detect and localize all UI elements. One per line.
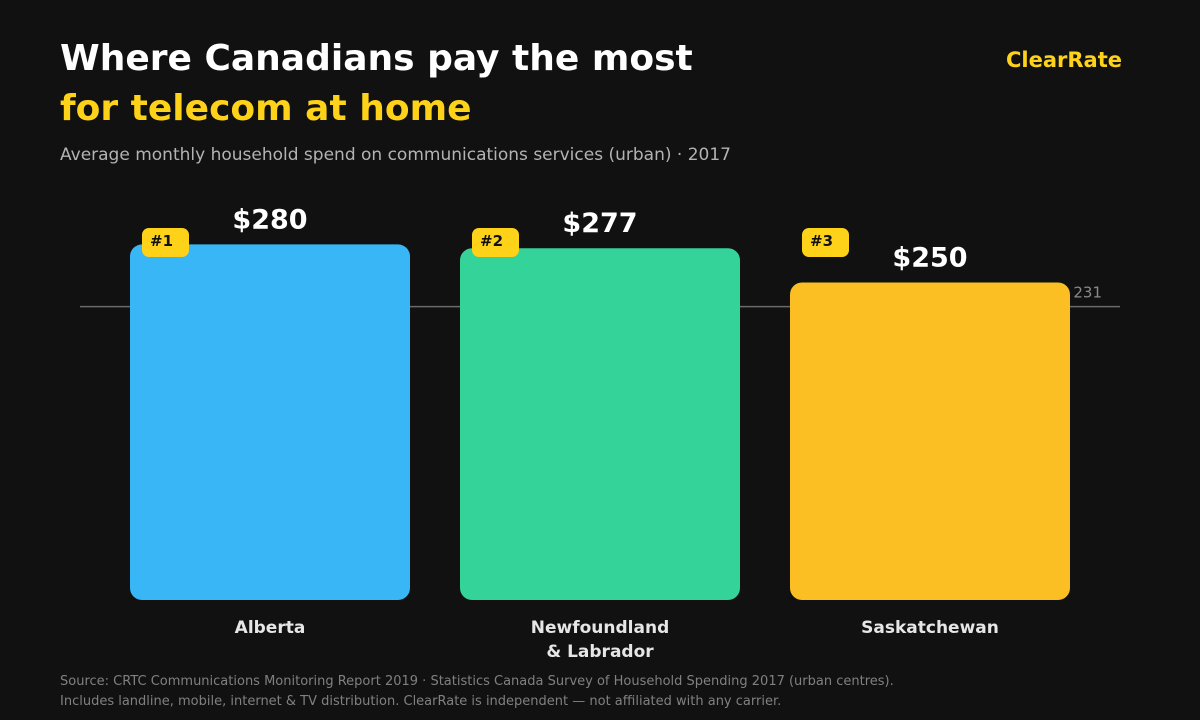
rank-badge-label: #3 — [810, 232, 833, 250]
rank-badge — [802, 228, 849, 257]
chart-title-line1: Where Canadians pay the most — [60, 38, 693, 79]
chart-title-line2: for telecom at home — [60, 88, 472, 129]
value-label: $277 — [562, 208, 637, 239]
bar-1 — [130, 244, 410, 600]
category-label: Newfoundland — [531, 618, 669, 638]
category-label: Saskatchewan — [861, 618, 999, 638]
value-label: $250 — [892, 243, 967, 274]
bar-2 — [460, 248, 740, 600]
disclaimer-note: Includes landline, mobile, internet & TV… — [60, 694, 782, 709]
value-label: $280 — [232, 204, 307, 235]
rank-badge — [142, 228, 189, 257]
brand-logo-text: ClearRate — [1005, 48, 1122, 72]
reference-line-label: 231 — [1073, 284, 1102, 302]
category-label: & Labrador — [546, 642, 654, 662]
chart-subtitle: Average monthly household spend on commu… — [60, 145, 731, 165]
category-label: Alberta — [235, 618, 306, 638]
rank-badge-label: #1 — [150, 232, 173, 250]
source-note: Source: CRTC Communications Monitoring R… — [60, 674, 894, 689]
bar-3 — [790, 282, 1070, 600]
rank-badge — [472, 228, 519, 257]
rank-badge-label: #2 — [480, 232, 503, 250]
chart-footer: Source: CRTC Communications Monitoring R… — [60, 672, 894, 712]
